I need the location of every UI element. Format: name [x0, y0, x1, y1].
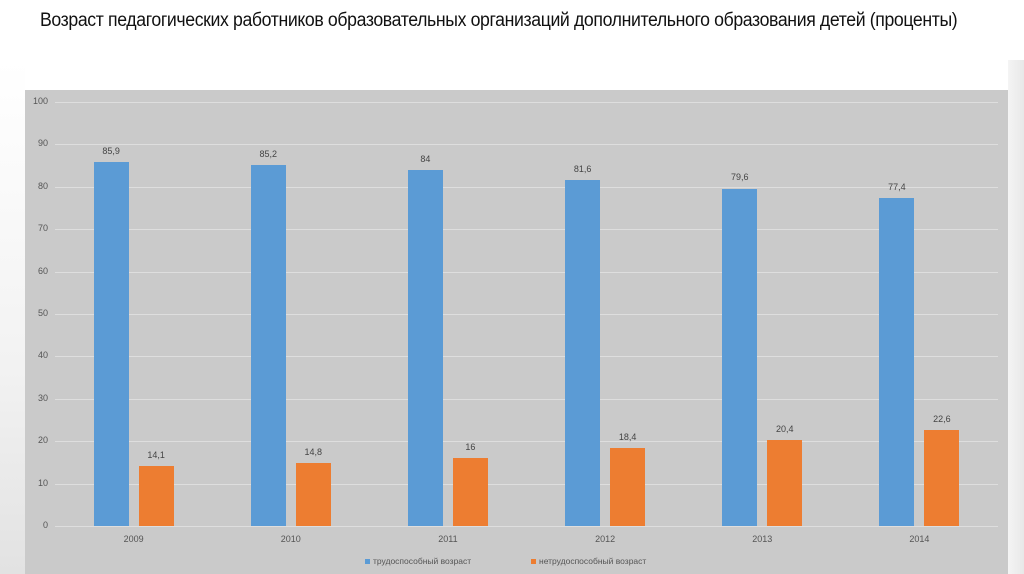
- data-label: 14,1: [147, 450, 165, 461]
- gridline: [55, 314, 998, 315]
- gridline: [55, 356, 998, 358]
- x-tick-label: 2012: [595, 534, 616, 544]
- bar-2013-series2: [767, 439, 803, 526]
- data-label: 20,4: [775, 423, 794, 434]
- data-label: 84: [420, 153, 431, 164]
- data-label: 18,4: [618, 431, 637, 442]
- y-tick-label: 70: [37, 223, 48, 234]
- y-tick-label: 80: [37, 180, 48, 191]
- slide-background-right: [1008, 60, 1024, 574]
- y-tick-label: 0: [42, 520, 48, 530]
- bar-2010-series2: [295, 463, 331, 526]
- gridline: [55, 526, 998, 527]
- y-tick-label: 90: [37, 138, 48, 149]
- legend-swatch-orange-icon: [531, 558, 536, 564]
- x-tick-label: 2013: [752, 534, 773, 544]
- legend-item-series2: нетрудоспособный возраст: [531, 556, 646, 566]
- gridline: [55, 483, 998, 485]
- slide-background-left: [0, 60, 25, 574]
- legend-label-series1: трудоспособный возраст: [373, 556, 472, 566]
- bar-2010-series1: [250, 164, 286, 526]
- data-label: 81,6: [573, 164, 592, 175]
- chart-title: Возраст педагогических работников образо…: [40, 10, 958, 31]
- y-tick-label: 100: [32, 96, 48, 106]
- gridline: [55, 441, 998, 443]
- bar-2009-series2: [138, 466, 174, 526]
- data-label: 85,9: [102, 145, 120, 156]
- bar-2012-series1: [565, 180, 601, 526]
- gridline: [55, 271, 998, 273]
- y-tick-label: 50: [37, 308, 48, 318]
- y-tick-label: 20: [37, 435, 48, 446]
- gridline: [55, 102, 998, 103]
- legend-item-series1: трудоспособный возраст: [365, 556, 471, 566]
- legend-swatch-blue-icon: [365, 558, 370, 564]
- bar-2014-series1: [879, 197, 915, 526]
- x-tick-label: 2014: [909, 534, 930, 544]
- data-label: 79,6: [730, 172, 749, 183]
- y-tick-label: 40: [37, 350, 48, 361]
- bar-2011-series1: [407, 169, 443, 526]
- data-label: 22,6: [933, 414, 951, 425]
- data-label: 14,8: [304, 447, 323, 458]
- gridline: [55, 398, 998, 400]
- gridline: [55, 229, 998, 231]
- y-tick-label: 30: [37, 392, 48, 403]
- x-tick-label: 2010: [280, 534, 301, 544]
- data-label: 16: [465, 442, 476, 453]
- gridline: [55, 186, 998, 188]
- bar-2014-series2: [924, 430, 960, 526]
- data-label: 77,4: [888, 181, 906, 192]
- legend-label-series2: нетрудоспособный возраст: [539, 556, 647, 566]
- x-tick-label: 2009: [123, 534, 144, 544]
- y-tick-label: 10: [37, 477, 48, 488]
- plot-area: 85,9 14,1 85,2 14,8 84 16 81,6 18,4 79,6 20,4 77,4…: [55, 102, 998, 527]
- x-tick-label: 2011: [438, 534, 458, 544]
- bar-2009-series1: [93, 161, 129, 526]
- bar-2012-series2: [610, 447, 646, 526]
- bar-2011-series2: [452, 458, 488, 526]
- data-label: 85,2: [259, 148, 278, 159]
- chart-panel: [25, 90, 1008, 574]
- y-tick-label: 60: [37, 265, 48, 276]
- gridline: [55, 144, 998, 146]
- bar-2013-series1: [722, 188, 758, 526]
